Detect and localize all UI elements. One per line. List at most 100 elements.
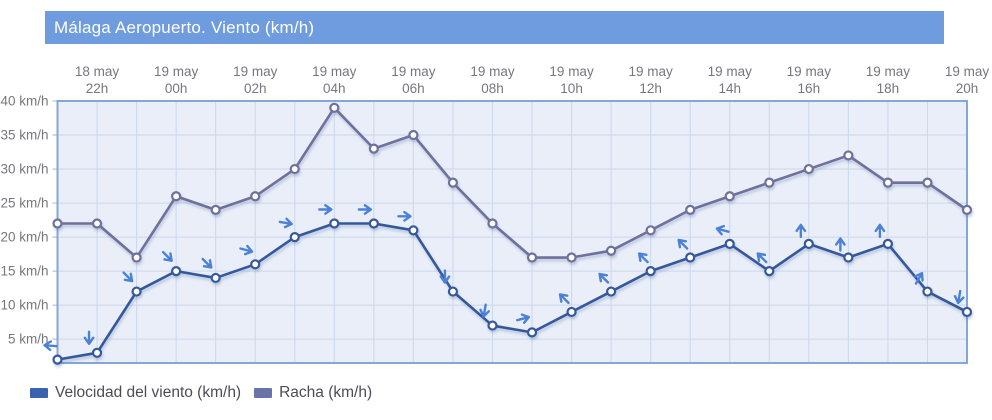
gust-point[interactable] <box>91 218 103 229</box>
x-axis-label-hour: 00h <box>165 81 188 96</box>
wind-speed-point[interactable] <box>843 252 854 263</box>
wind-speed-point[interactable] <box>131 286 142 297</box>
wind-direction-arrow-icon <box>201 257 213 269</box>
wind-direction-arrow-icon <box>677 238 689 250</box>
gust-point[interactable] <box>764 177 775 188</box>
x-axis-label-date: 19 may <box>391 64 436 79</box>
wind-speed-series <box>52 218 973 365</box>
y-axis-label: 25 km/h <box>0 196 48 211</box>
wind-speed-point[interactable] <box>250 259 261 270</box>
wind-speed-point[interactable] <box>803 238 814 250</box>
wind-direction-arrow-icon <box>479 303 490 318</box>
y-axis-label: 35 km/h <box>0 128 48 143</box>
wind-speed-point[interactable] <box>606 286 617 297</box>
wind-direction-arrow-icon <box>598 272 610 284</box>
chart-title: Málaga Aeropuerto. Viento (km/h) <box>54 18 315 37</box>
gust-line <box>56 106 969 259</box>
x-axis-label-hour: 10h <box>560 81 583 96</box>
wind-direction-arrow-icon <box>914 272 924 285</box>
wind-speed-line <box>56 222 969 361</box>
gust-point[interactable] <box>368 143 379 154</box>
gust-point[interactable] <box>329 102 340 113</box>
gust-series <box>52 102 973 263</box>
x-axis-label-hour: 20h <box>956 81 979 96</box>
x-axis-label-date: 19 may <box>470 64 515 79</box>
x-axis-label-hour: 02h <box>244 81 267 96</box>
wind-speed-point[interactable] <box>368 218 379 229</box>
wind-speed-point[interactable] <box>961 306 973 318</box>
gust-point[interactable] <box>131 252 142 263</box>
gust-point[interactable] <box>803 163 814 175</box>
wind-speed-point[interactable] <box>52 354 63 365</box>
x-axis-label-date: 19 may <box>312 64 357 79</box>
wind-speed-point[interactable] <box>487 320 498 331</box>
wind-speed-point[interactable] <box>724 238 735 250</box>
x-axis-label-date: 19 may <box>549 64 594 79</box>
gust-point[interactable] <box>447 177 459 188</box>
x-axis-label-date: 19 may <box>708 64 753 79</box>
x-axis-label-date: 18 may <box>75 64 120 79</box>
wind-direction-arrow-icon <box>161 250 173 262</box>
wind-speed-point[interactable] <box>408 225 419 236</box>
gust-point[interactable] <box>289 163 300 175</box>
wind-direction-arrow-icon <box>637 252 649 264</box>
wind-speed-point[interactable] <box>566 306 577 318</box>
gust-point[interactable] <box>645 225 656 236</box>
wind-direction-arrow-icon <box>318 204 333 215</box>
wind-direction-arrow-icon <box>874 223 886 239</box>
wind-speed-point[interactable] <box>91 347 103 358</box>
wind-speed-point[interactable] <box>329 218 340 229</box>
wind-direction-arrow-icon <box>357 204 373 215</box>
wind-speed-point[interactable] <box>922 286 933 297</box>
wind-direction-arrow-icon <box>439 269 451 284</box>
wind-speed-point[interactable] <box>645 266 656 277</box>
wind-speed-point[interactable] <box>526 327 538 338</box>
wind-direction-arrow-icon <box>558 293 570 305</box>
wind-speed-point[interactable] <box>289 232 300 243</box>
wind-direction-arrow-icon <box>397 210 412 222</box>
wind-speed-point[interactable] <box>171 266 182 277</box>
gust-point[interactable] <box>210 204 221 215</box>
gust-point[interactable] <box>724 191 735 202</box>
wind-direction-arrow-icon <box>83 330 95 345</box>
gust-point[interactable] <box>250 191 261 202</box>
gust-point[interactable] <box>408 129 419 141</box>
wind-speed-legend-label: Velocidad del viento (km/h) <box>55 384 242 401</box>
wind-speed-point[interactable] <box>210 272 221 284</box>
y-axis-label: 20 km/h <box>0 230 48 245</box>
wind-direction-arrow-icon <box>278 217 293 229</box>
x-axis-label-date: 19 may <box>945 64 990 79</box>
gust-point[interactable] <box>487 218 498 229</box>
wind-direction-arrow-icon <box>834 237 846 252</box>
wind-direction-arrow-icon <box>516 313 531 324</box>
y-axis-label: 30 km/h <box>0 162 48 177</box>
gust-point[interactable] <box>606 245 617 256</box>
gust-point[interactable] <box>961 204 973 215</box>
x-axis-label-hour: 06h <box>402 81 425 96</box>
wind-direction-arrow-icon <box>239 244 254 256</box>
gust-point[interactable] <box>922 177 933 188</box>
wind-direction-arrow-icon <box>795 223 807 239</box>
gust-point[interactable] <box>526 252 538 263</box>
x-axis-label-date: 19 may <box>787 64 832 79</box>
wind-speed-point[interactable] <box>447 286 459 297</box>
legend-item-gust: Racha (km/h) <box>254 384 372 402</box>
wind-speed-point[interactable] <box>764 266 775 277</box>
gust-point[interactable] <box>685 204 696 215</box>
x-axis-label-date: 19 may <box>154 64 199 79</box>
x-axis-label-hour: 14h <box>718 81 741 96</box>
gust-point[interactable] <box>171 191 182 202</box>
gust-point[interactable] <box>843 150 854 161</box>
gust-point[interactable] <box>882 177 894 188</box>
wind-speed-point[interactable] <box>685 252 696 263</box>
gust-point[interactable] <box>566 252 577 263</box>
x-axis-label-hour: 04h <box>323 81 346 96</box>
x-axis-label-hour: 16h <box>798 81 821 96</box>
gust-point[interactable] <box>52 218 63 229</box>
wind-speed-point[interactable] <box>882 238 894 250</box>
x-axis-label-date: 19 may <box>233 64 278 79</box>
wind-direction-arrow-icon <box>43 340 58 352</box>
plot-area <box>57 101 967 363</box>
wind-direction-arrow-icon <box>756 252 768 264</box>
